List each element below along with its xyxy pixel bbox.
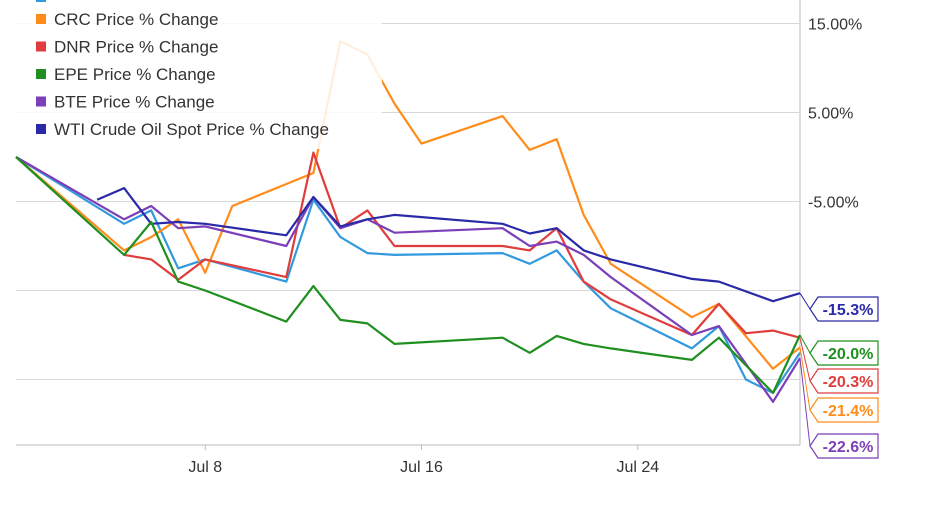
series-line-unlabeled — [15, 156, 801, 394]
end-label: -21.4% — [799, 347, 879, 423]
x-tick-label: Jul 8 — [188, 459, 222, 476]
legend-swatch — [36, 69, 46, 79]
end-label: -20.0% — [799, 334, 879, 366]
end-label: -20.3% — [799, 337, 879, 394]
x-axis-tick-labels: Jul 8 Jul 16 Jul 24 — [188, 459, 659, 476]
end-label-text: -21.4% — [823, 403, 874, 420]
legend-background — [16, 0, 382, 149]
y-tick-label: -5.00% — [808, 195, 859, 212]
end-label-text: -20.0% — [823, 346, 874, 363]
legend: CRC Price % Change DNR Price % Change EPE … — [16, 0, 382, 149]
legend-swatch — [36, 41, 46, 52]
series-line-wti — [96, 187, 801, 303]
legend-label: CRC Price % Change — [54, 10, 218, 29]
legend-label: WTI Crude Oil Spot Price % Change — [54, 120, 329, 139]
legend-swatch — [36, 124, 46, 134]
series-lines — [15, 40, 801, 403]
end-label: -22.6% — [799, 358, 879, 459]
end-label-text: -15.3% — [823, 302, 874, 319]
end-label-text: -22.6% — [823, 439, 874, 456]
end-label: -15.3% — [799, 292, 879, 322]
series-line-epe — [15, 156, 801, 394]
y-tick-label: 5.00% — [808, 106, 853, 123]
legend-label: BTE Price % Change — [54, 93, 215, 112]
legend-swatch — [36, 0, 46, 2]
end-label-text: -20.3% — [823, 374, 874, 391]
x-tick-label: Jul 16 — [400, 459, 443, 476]
y-axis-tick-labels: 15.00% 5.00% -5.00% — [808, 17, 862, 212]
series-line-dnr — [123, 151, 801, 339]
y-tick-label: 15.00% — [808, 17, 862, 34]
end-value-labels: -21.4% -20.3% -20.0% -22.6% -15.3% — [799, 292, 879, 459]
legend-label: DNR Price % Change — [54, 38, 218, 57]
legend-swatch — [36, 14, 46, 24]
legend-swatch — [36, 96, 46, 107]
legend-label: EPE Price % Change — [54, 65, 216, 84]
x-tick-label: Jul 24 — [616, 459, 659, 476]
series-line-bte — [15, 156, 801, 403]
